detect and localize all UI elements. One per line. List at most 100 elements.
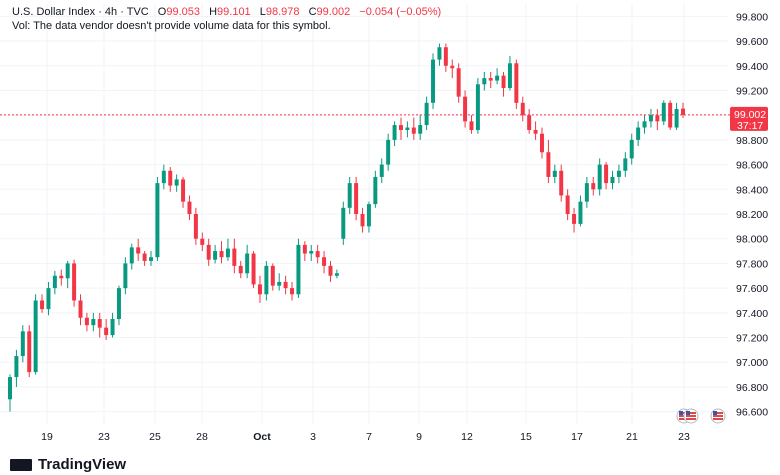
candle-body xyxy=(578,201,583,224)
candle xyxy=(181,176,186,208)
y-tick-label: 98.000 xyxy=(736,234,768,246)
candle xyxy=(463,90,468,128)
candle xyxy=(674,102,679,130)
candle xyxy=(559,164,564,202)
candle xyxy=(443,43,448,72)
candle xyxy=(72,259,77,307)
candle-body xyxy=(681,108,685,115)
price-tag-countdown: 37:17 xyxy=(737,120,763,132)
candle xyxy=(661,100,666,126)
candle xyxy=(681,102,685,118)
candle-body xyxy=(270,265,275,286)
event-icons[interactable] xyxy=(676,408,726,424)
candle-body xyxy=(431,59,436,103)
y-tick-label: 99.400 xyxy=(736,61,768,73)
candle xyxy=(238,260,243,279)
candle xyxy=(360,207,365,233)
candle-body xyxy=(129,247,134,264)
x-tick-label: 19 xyxy=(41,431,53,443)
candle xyxy=(97,312,102,338)
candle-body xyxy=(59,275,64,279)
candle-body xyxy=(309,251,314,254)
event-flag-icon[interactable] xyxy=(710,408,726,424)
candle xyxy=(129,243,134,270)
candle xyxy=(424,96,429,130)
candle xyxy=(168,167,173,192)
candle xyxy=(296,238,301,298)
candle xyxy=(52,270,57,295)
candle-body xyxy=(546,152,551,177)
y-tick-label: 98.400 xyxy=(736,184,768,196)
candle-body xyxy=(149,257,153,261)
candle-body xyxy=(257,284,262,295)
candle xyxy=(277,273,282,291)
candle xyxy=(219,241,224,264)
candle-body xyxy=(463,96,468,122)
candle xyxy=(78,294,83,326)
candle xyxy=(514,59,519,109)
candle-body xyxy=(488,78,493,81)
candle xyxy=(507,55,512,91)
x-axis: 19 23 25 28 Oct 3 7 9 12 15 17 21 23 xyxy=(41,431,690,443)
candle xyxy=(136,238,141,261)
candle xyxy=(213,244,218,264)
candle xyxy=(373,170,378,208)
candle xyxy=(527,109,532,134)
x-tick-label: 3 xyxy=(310,431,316,443)
candle-body xyxy=(450,65,455,69)
candle xyxy=(46,281,51,316)
candle-body xyxy=(219,251,224,258)
candle xyxy=(610,170,615,190)
candle-body xyxy=(520,102,525,116)
candle xyxy=(648,109,653,128)
candle-body xyxy=(668,102,673,128)
y-tick-label: 97.800 xyxy=(736,258,768,270)
candle xyxy=(520,96,525,122)
candle-body xyxy=(623,158,628,171)
candle-body xyxy=(373,176,378,205)
close-label: C xyxy=(308,6,317,18)
candle xyxy=(155,176,160,261)
candle xyxy=(405,121,410,138)
candle-body xyxy=(14,356,19,378)
open-label: O xyxy=(157,6,167,18)
candle xyxy=(475,78,480,134)
tradingview-logo-icon xyxy=(10,458,32,471)
candle-body xyxy=(200,238,205,245)
candle-body xyxy=(610,176,615,184)
x-tick-label: Oct xyxy=(253,431,271,443)
candle xyxy=(33,294,38,375)
symbol-name[interactable]: U.S. Dollar Index · 4h · TVC xyxy=(12,6,149,18)
candle-body xyxy=(475,84,480,130)
candle-body xyxy=(591,183,596,190)
x-tick-label: 25 xyxy=(149,431,161,443)
candle-body xyxy=(341,207,346,239)
candle xyxy=(366,201,371,233)
candle-body xyxy=(315,251,320,258)
event-flag-icon[interactable] xyxy=(683,408,699,424)
candle xyxy=(8,374,12,412)
candle xyxy=(495,68,500,85)
close-value: 99.002 xyxy=(316,6,351,18)
candle xyxy=(540,127,544,159)
candle xyxy=(572,207,577,233)
candle-body xyxy=(328,265,333,276)
candle-body xyxy=(366,204,371,227)
candle-body xyxy=(290,288,295,295)
candle xyxy=(398,117,403,140)
candle xyxy=(27,325,32,378)
candle-body xyxy=(354,183,359,214)
candle-body xyxy=(411,127,416,134)
tradingview-logo[interactable]: TradingView xyxy=(10,456,126,473)
candle-body xyxy=(398,125,403,130)
x-tick-label: 15 xyxy=(520,431,532,443)
candle xyxy=(200,232,205,252)
candle xyxy=(668,100,673,130)
x-tick-label: 21 xyxy=(626,431,638,443)
candle xyxy=(546,139,551,184)
candle-body xyxy=(565,195,570,214)
x-tick-label: 9 xyxy=(416,431,422,443)
candle xyxy=(110,312,115,338)
